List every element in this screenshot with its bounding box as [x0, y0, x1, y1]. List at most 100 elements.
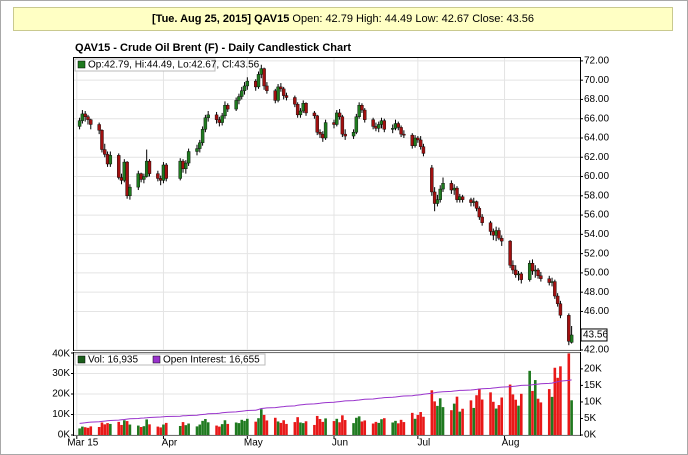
candle-body — [360, 105, 364, 111]
volume-bar — [553, 367, 557, 435]
candle-body — [298, 110, 303, 116]
y-tick-label: 42.00 — [584, 345, 609, 356]
volume-bar — [234, 422, 238, 435]
candle-body — [321, 133, 325, 139]
volume-bar — [383, 418, 386, 435]
volume-bar — [195, 426, 199, 435]
candle-body — [491, 231, 496, 236]
volume-bar — [198, 424, 202, 435]
quote-header: [Tue. Aug 25, 2015] QAV15 Open: 42.79 Hi… — [13, 7, 673, 31]
volume-bar — [419, 412, 422, 435]
candle-body — [318, 132, 322, 135]
candle-body — [142, 176, 146, 180]
volume-bar — [201, 420, 204, 435]
volume-bar — [293, 422, 297, 435]
candle-body — [206, 114, 210, 118]
volume-bar — [360, 421, 364, 435]
candle-body — [293, 97, 297, 105]
candle-body — [125, 161, 129, 197]
volume-bar — [215, 425, 218, 435]
volume-bar — [301, 423, 305, 435]
candle-body — [449, 183, 454, 191]
candle-body — [97, 124, 101, 131]
volume-bar — [89, 426, 93, 435]
volume-bar — [315, 415, 319, 435]
candle-body — [477, 208, 482, 218]
volume-bar — [450, 410, 453, 435]
y-tick-label: 0K — [58, 430, 71, 441]
candle-body — [273, 90, 277, 101]
volume-bar — [441, 407, 445, 435]
candle-body — [256, 74, 261, 88]
volume-bar — [343, 420, 347, 435]
candle-body — [234, 100, 238, 110]
volume-bar — [117, 421, 121, 435]
volume-bar — [517, 405, 520, 435]
candle-body — [186, 151, 191, 164]
candle-body — [460, 196, 465, 200]
volume-bar — [458, 411, 462, 435]
volume-bar — [321, 421, 325, 435]
candle-body — [514, 269, 518, 276]
volume-bar — [519, 393, 523, 435]
legend-box — [74, 353, 266, 366]
volume-bar — [455, 396, 459, 435]
candle-body — [144, 160, 149, 177]
volume-bar — [402, 422, 406, 435]
x-tick-label: Jul — [417, 438, 430, 449]
candle-body — [332, 122, 336, 125]
candle-body — [351, 132, 356, 137]
volume-bar — [128, 424, 132, 435]
volume-bar — [489, 392, 492, 435]
candle-body — [262, 68, 266, 87]
candle-body — [315, 115, 319, 133]
volume-bar — [83, 427, 87, 435]
volume-bar — [318, 419, 322, 435]
candle-body — [147, 160, 152, 174]
candle-body — [117, 155, 121, 178]
volume-bar — [497, 405, 501, 435]
candle-body — [226, 105, 230, 110]
volume-bar — [240, 419, 244, 435]
candle-body — [276, 86, 280, 101]
candle-body — [195, 148, 199, 152]
candle-body — [198, 142, 202, 149]
candle-body — [139, 173, 143, 180]
volume-bar — [296, 417, 299, 435]
candle-body — [240, 90, 244, 97]
candle-body — [399, 127, 403, 135]
candle-body — [410, 134, 414, 146]
y2-tick-label: 20K — [584, 364, 602, 375]
candle-body — [295, 104, 300, 116]
candle-body — [413, 137, 417, 146]
volume-bar — [106, 423, 109, 435]
volume-bar — [109, 423, 112, 435]
candle-body — [245, 80, 250, 87]
y-tick-label: 56.00 — [584, 210, 609, 221]
candle-body — [363, 109, 367, 120]
candle-body — [441, 183, 445, 190]
candle-body — [430, 167, 434, 193]
candle-body — [379, 120, 384, 125]
candle-body — [259, 68, 264, 75]
volume-bar — [531, 390, 534, 435]
candle-body — [550, 281, 554, 283]
volume-bar — [500, 397, 504, 435]
y-tick-label: 30K — [52, 368, 70, 379]
candle-body — [136, 173, 140, 188]
candle-body — [161, 164, 166, 181]
price-panel — [73, 57, 581, 351]
candle-body — [304, 103, 308, 114]
volume-bar — [536, 398, 540, 435]
candle-body — [530, 263, 535, 272]
candle-body — [237, 96, 241, 101]
volume-bar — [472, 407, 476, 435]
volume-bar — [570, 400, 573, 435]
volume-bar — [206, 422, 210, 435]
candle-body — [83, 113, 87, 117]
quote-date: [Tue. Aug 25, 2015] — [152, 13, 252, 25]
volume-bar — [391, 422, 394, 435]
candle-body — [474, 201, 479, 209]
volume-bar — [461, 408, 464, 435]
volume-bar — [514, 399, 518, 435]
